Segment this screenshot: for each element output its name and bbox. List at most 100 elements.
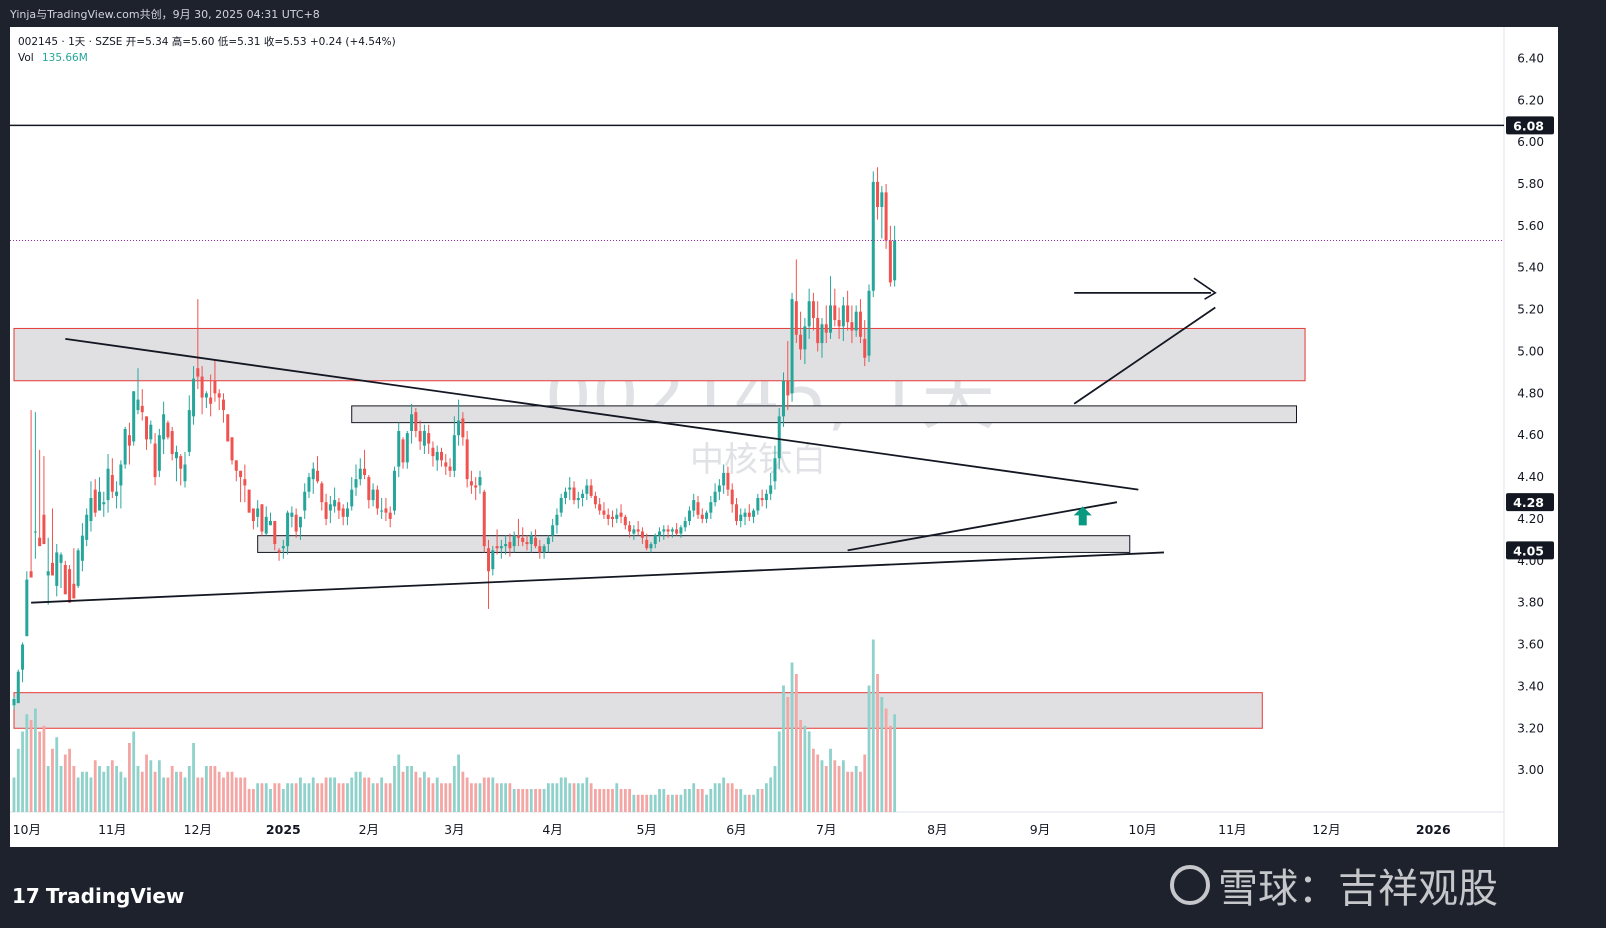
volume-bar-85	[375, 783, 379, 812]
candle-body-137	[598, 504, 602, 511]
candle-37	[170, 426, 174, 461]
candle-83	[367, 474, 371, 509]
volume-bar-192	[833, 760, 837, 812]
candle-body-59	[264, 516, 268, 534]
volume-bar-27	[128, 743, 131, 812]
candle-104	[457, 399, 461, 446]
candle-87	[384, 498, 388, 522]
candle-body-75	[333, 500, 337, 507]
candle-body-45	[204, 393, 208, 398]
candle-154	[670, 527, 674, 538]
candle-102	[448, 458, 452, 478]
volume-bar-122	[534, 789, 537, 812]
time-tick-5: 3月	[444, 822, 464, 837]
candle-199	[863, 320, 867, 367]
volume-bar-189	[820, 760, 824, 812]
candle-124	[542, 544, 546, 559]
volume-bar-105	[461, 771, 465, 812]
candle-body-87	[384, 508, 388, 513]
candle-body-206	[893, 240, 897, 281]
volume-bar-0	[12, 777, 16, 812]
candle-body-3	[25, 579, 29, 637]
candle-174	[756, 493, 760, 515]
volume-bar-97	[427, 777, 431, 812]
price-label-bg-0	[1506, 116, 1554, 135]
candle-body-149	[649, 544, 653, 549]
volume-bar-144	[628, 789, 631, 812]
candle-72	[320, 481, 324, 511]
candle-76	[337, 498, 341, 519]
candle-body-79	[350, 489, 354, 507]
candle-body-187	[811, 301, 815, 318]
candle-156	[679, 525, 683, 538]
candle-175	[760, 489, 764, 507]
candle-body-21	[102, 502, 106, 505]
candle-body-179	[777, 416, 781, 459]
volume-bar-2	[21, 731, 24, 812]
volume-bar-60	[269, 789, 272, 812]
candle-body-91	[401, 439, 405, 463]
candle-body-109	[478, 477, 482, 486]
volume-bar-79	[350, 777, 354, 812]
volume-bar-9	[51, 748, 54, 812]
time-axis[interactable]: 10月 11月 12月 2025 2月 3月 4月 5月 6月 7月 8月 9月 10月 11月 12月 20…	[13, 822, 1451, 837]
candle-body-145	[632, 529, 636, 534]
price-chart[interactable]: 002145, 1天 中核钛白 6.406.206.005.805.605.40…	[10, 27, 1558, 847]
price-tick-14: 3.60	[1517, 638, 1544, 652]
candle-74	[328, 495, 332, 524]
candle-body-106	[465, 439, 469, 480]
volume-bar-57	[256, 783, 260, 812]
price-label-0: 6.08	[1513, 118, 1544, 133]
price-label-bg-2	[1506, 541, 1554, 560]
price-tick-3: 5.80	[1517, 177, 1544, 191]
candle-body-131	[572, 487, 576, 501]
candle-body-29	[136, 399, 140, 411]
candle-body-147	[640, 531, 644, 538]
candle-body-104	[457, 420, 461, 436]
volume-bar-184	[799, 720, 802, 812]
volume-bar-185	[803, 725, 807, 812]
volume-bar-100	[440, 783, 443, 812]
candle-42	[192, 366, 196, 425]
volume-bar-23	[110, 760, 114, 812]
candle-body-90	[397, 431, 401, 467]
volume-bar-64	[286, 783, 289, 812]
volume-bar-3	[25, 714, 29, 812]
candle-body-93	[410, 414, 414, 432]
candle-body-127	[555, 514, 559, 526]
time-tick-9: 7月	[816, 822, 836, 837]
candle-141	[615, 508, 619, 524]
candle-45	[204, 391, 208, 408]
volume-bar-41	[187, 766, 191, 812]
tradingview-logo[interactable]: 17 TradingView	[12, 884, 184, 908]
volume-bar-124	[542, 789, 546, 812]
candle-92	[405, 431, 409, 469]
volume-bar-165	[717, 783, 721, 812]
candle-22	[106, 454, 110, 513]
candle-12	[63, 560, 67, 595]
candle-body-2	[21, 644, 25, 670]
candle-17	[85, 508, 89, 547]
candle-body-72	[320, 483, 324, 503]
candle-147	[640, 527, 644, 545]
candle-123	[538, 539, 542, 559]
volume-bar-159	[692, 783, 696, 812]
volume-bar-150	[653, 794, 657, 812]
volume-bar-87	[384, 783, 388, 812]
time-tick-2: 12月	[184, 822, 212, 837]
price-axis[interactable]: 6.40 6.20 6.00 5.80 5.60 5.40 5.20 5.00 4.80 4.60…	[1506, 51, 1554, 777]
candle-body-162	[705, 512, 709, 519]
candle-body-188	[816, 317, 820, 344]
volume-bar-202	[876, 674, 879, 812]
candle-body-46	[209, 397, 213, 404]
candle-148	[645, 533, 649, 551]
candle-body-138	[602, 510, 606, 515]
candle-151	[658, 527, 662, 542]
candle-body-181	[786, 380, 790, 396]
candle-body-155	[675, 529, 679, 534]
candle-body-51	[230, 437, 234, 461]
volume-bar-194	[841, 760, 845, 812]
volume-bar-32	[149, 760, 153, 812]
volume-bar-134	[585, 777, 589, 812]
candle-body-132	[576, 498, 580, 501]
